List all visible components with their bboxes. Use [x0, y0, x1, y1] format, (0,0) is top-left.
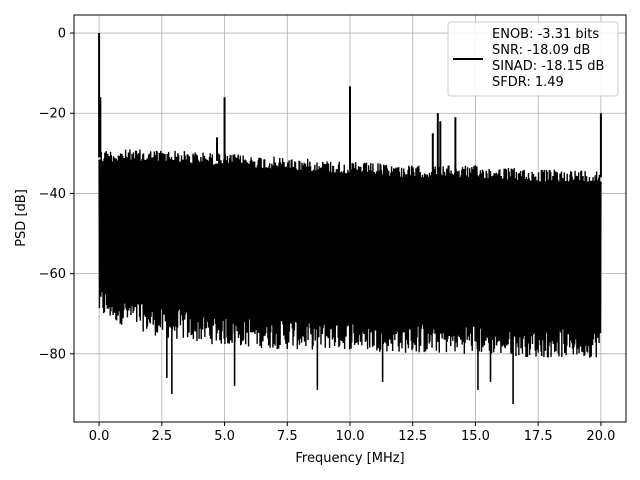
x-tick-label: 15.0 — [461, 429, 490, 444]
x-axis-ticks: 0.0 2.5 5.0 7.5 10.0 12.5 15.0 17.5 20.0 — [89, 422, 615, 444]
y-tick-label: −40 — [39, 187, 66, 202]
psd-trace — [98, 33, 602, 404]
legend-snr: SNR: -18.09 dB — [492, 43, 590, 58]
x-tick-label: 2.5 — [151, 429, 172, 444]
x-tick-label: 7.5 — [277, 429, 298, 444]
y-tick-label: −60 — [39, 267, 66, 282]
x-tick-label: 10.0 — [336, 429, 365, 444]
y-tick-label: −20 — [39, 107, 66, 122]
x-tick-label: 12.5 — [398, 429, 427, 444]
legend-box — [447, 21, 619, 97]
y-axis-label: PSD [dB] — [14, 189, 29, 247]
legend-enob: ENOB: -3.31 bits — [492, 27, 599, 42]
y-axis-ticks: 0 −20 −40 −60 −80 — [39, 27, 74, 362]
x-axis-label: Frequency [MHz] — [295, 451, 404, 466]
x-tick-label: 20.0 — [586, 429, 615, 444]
legend-sinad: SINAD: -18.15 dB — [492, 59, 604, 74]
x-tick-label: 5.0 — [214, 429, 235, 444]
y-tick-label: −80 — [39, 347, 66, 362]
legend: ENOB: -3.31 bits SNR: -18.09 dB SINAD: -… — [447, 21, 619, 97]
x-tick-label: 17.5 — [524, 429, 553, 444]
noise-band-core — [99, 161, 601, 306]
x-tick-label: 0.0 — [89, 429, 110, 444]
y-tick-label: 0 — [58, 27, 66, 42]
legend-sfdr: SFDR: 1.49 — [492, 75, 564, 90]
